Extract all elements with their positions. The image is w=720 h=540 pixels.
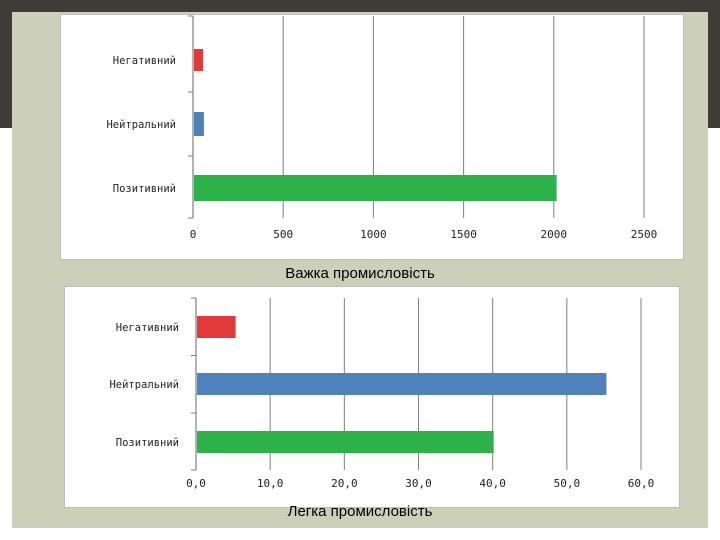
heavy-x-tick-label: 0 bbox=[190, 228, 197, 241]
light-industry-caption: Легка промисловість bbox=[287, 503, 433, 520]
light-x-tick-label: 60,0 bbox=[628, 477, 655, 490]
light-x-tick-label: 0,0 bbox=[186, 477, 206, 490]
light-bar-2 bbox=[197, 431, 494, 453]
heavy-category-label: Позитивний bbox=[113, 183, 176, 195]
light-bar-1 bbox=[197, 373, 607, 395]
light-category-label: Позитивний bbox=[116, 437, 179, 449]
heavy-x-tick-label: 500 bbox=[273, 228, 293, 241]
heavy-category-label: Негативний bbox=[113, 55, 176, 67]
heavy-x-tick-label: 1500 bbox=[450, 228, 477, 241]
heavy-x-tick-label: 2000 bbox=[541, 228, 568, 241]
light-category-label: Нейтральний bbox=[109, 379, 179, 391]
light-x-tick-label: 30,0 bbox=[405, 477, 432, 490]
heavy-bar-2 bbox=[194, 175, 557, 201]
light-bar-0 bbox=[197, 316, 236, 338]
light-x-tick-label: 20,0 bbox=[331, 477, 358, 490]
heavy-bar-0 bbox=[194, 49, 204, 71]
heavy-x-tick-label: 1000 bbox=[360, 228, 387, 241]
heavy-industry-chart-frame bbox=[60, 14, 684, 260]
heavy-x-tick-label: 2500 bbox=[631, 228, 658, 241]
heavy-industry-caption: Важка промисловість bbox=[285, 265, 435, 282]
light-x-tick-label: 50,0 bbox=[554, 477, 581, 490]
light-x-tick-label: 40,0 bbox=[479, 477, 506, 490]
light-industry-chart-frame bbox=[64, 286, 680, 508]
light-category-label: Негативний bbox=[116, 322, 179, 334]
light-x-tick-label: 10,0 bbox=[257, 477, 284, 490]
heavy-bar-1 bbox=[194, 112, 204, 136]
heavy-category-label: Нейтральний bbox=[106, 119, 176, 131]
